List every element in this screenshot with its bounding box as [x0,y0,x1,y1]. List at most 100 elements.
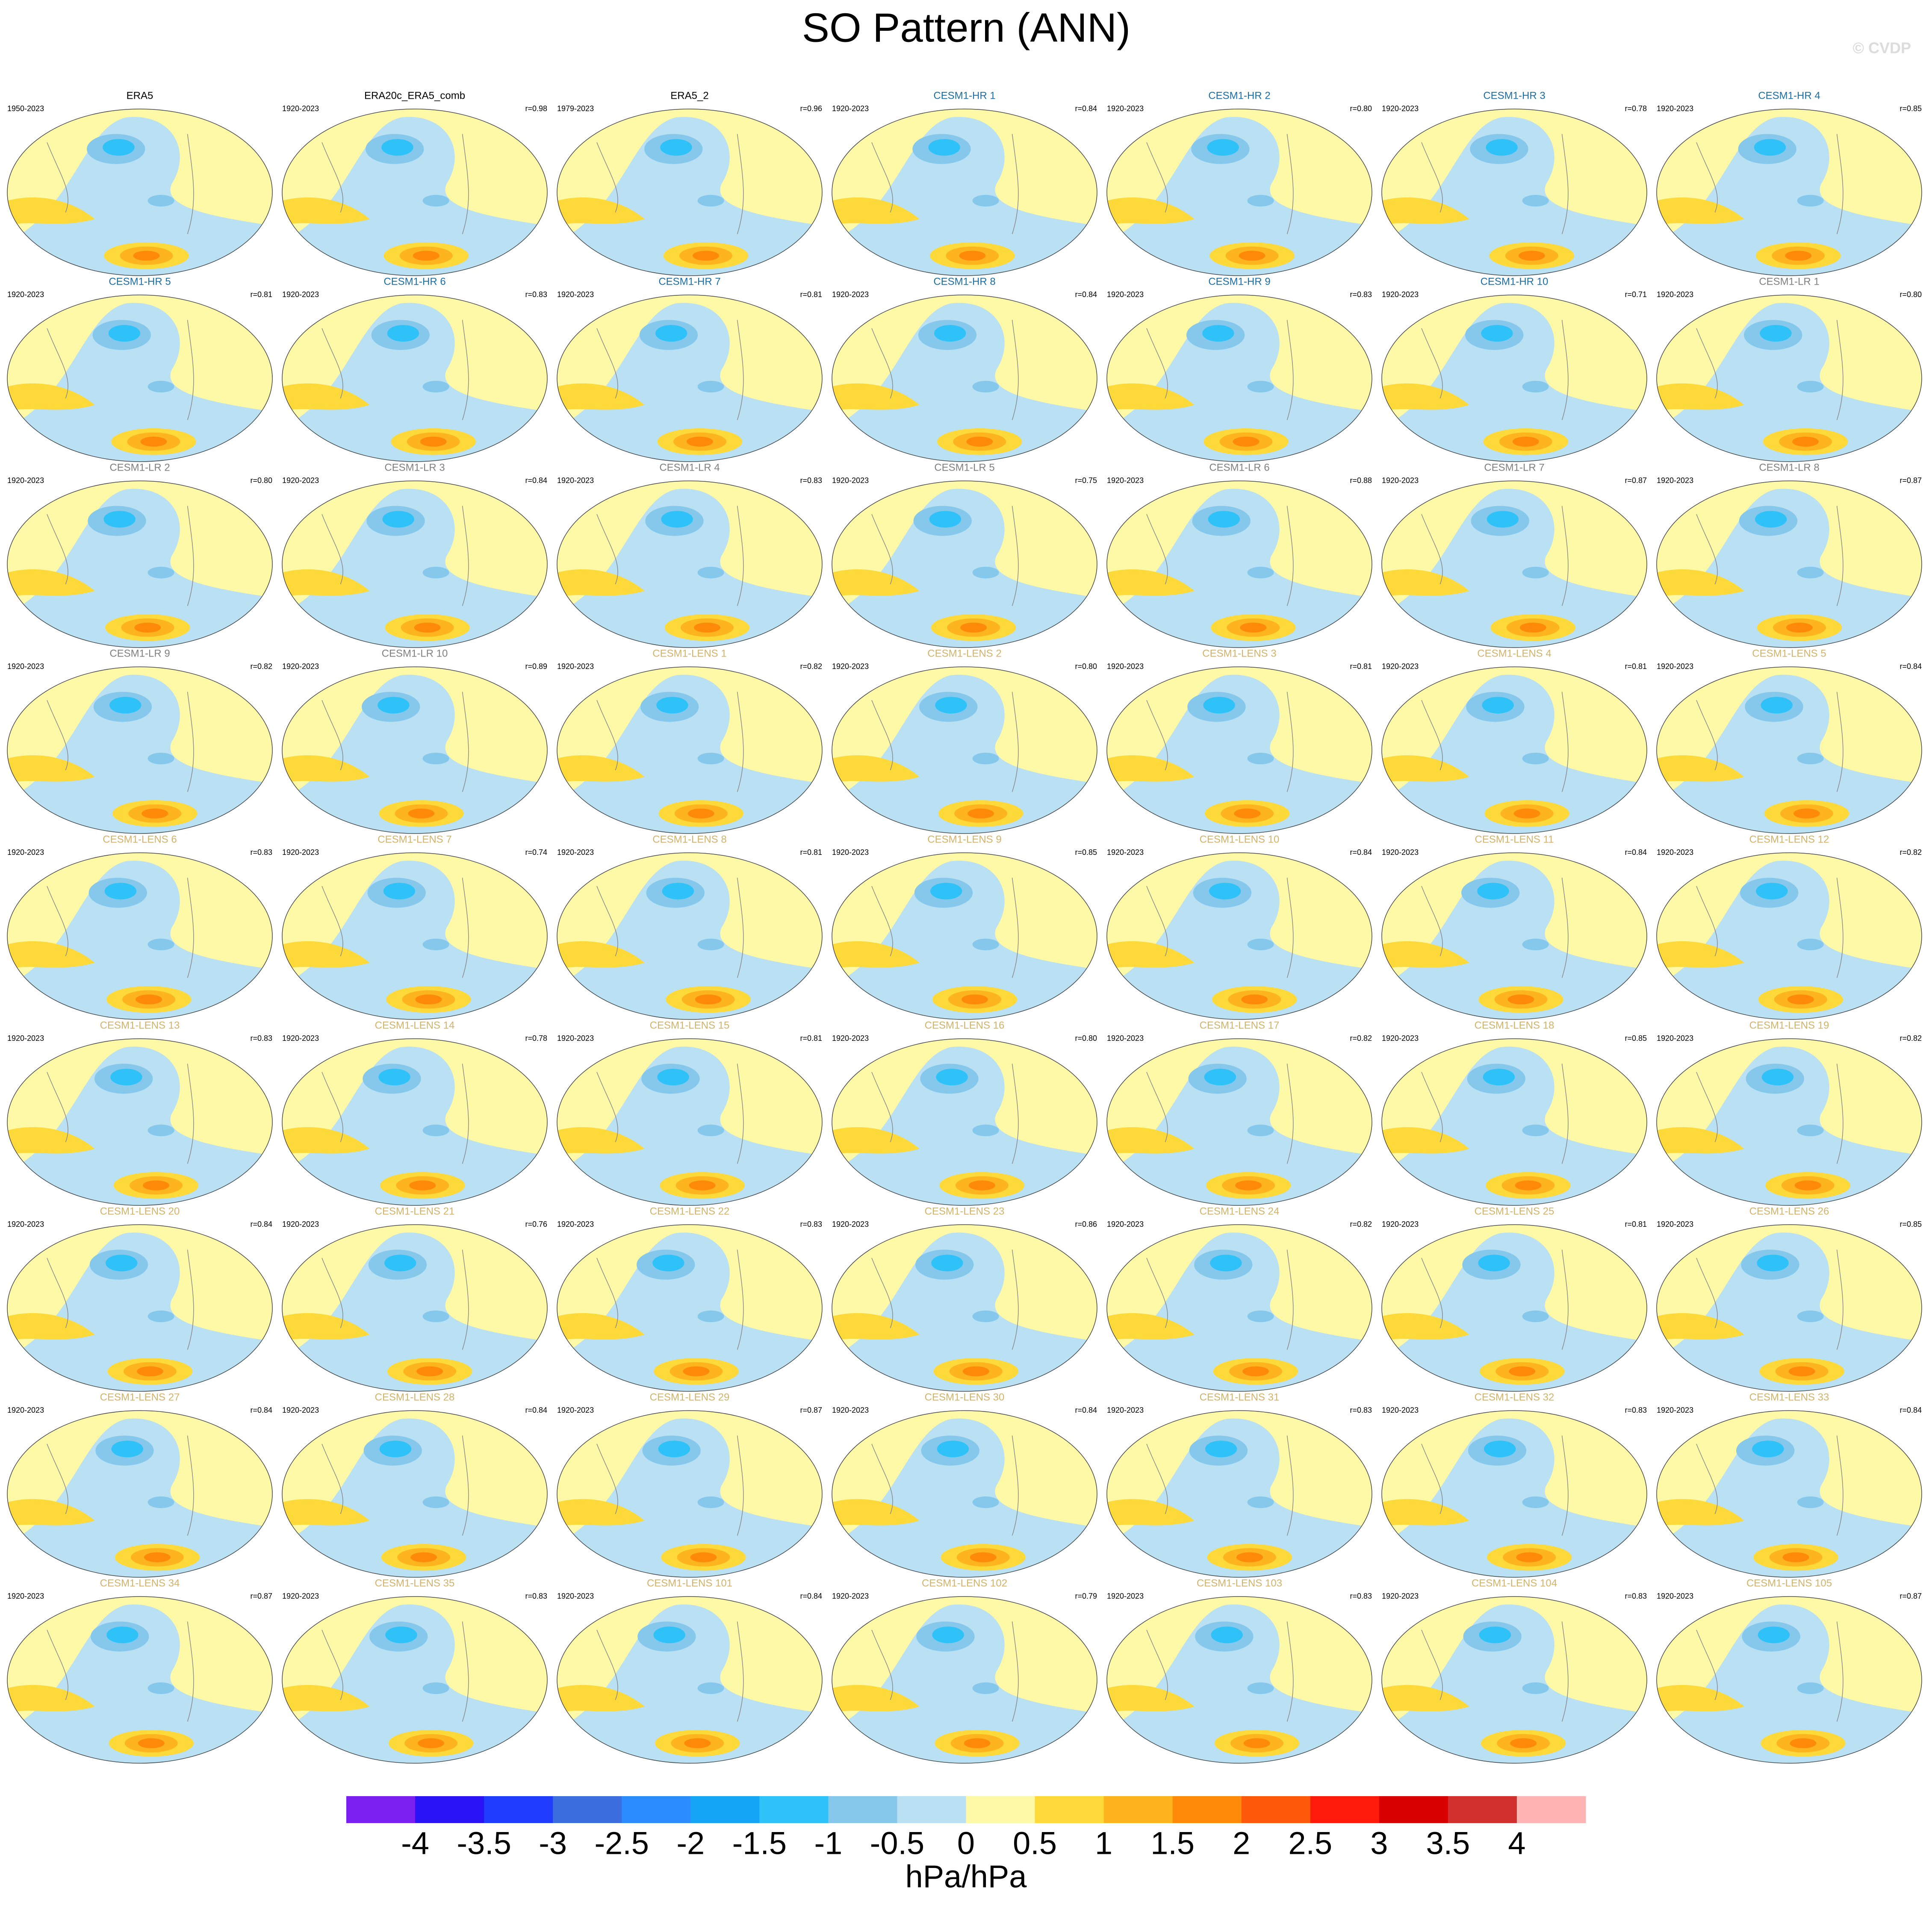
panel-correlation: r=0.84 [1075,1406,1097,1414]
map-panel: CESM1-LENS 30 1920-2023 r=0.84 [832,1391,1097,1578]
panel-title: CESM1-LENS 31 [1200,1391,1280,1403]
map-outline [557,852,823,1020]
map-field [282,853,547,1019]
map-outline [557,666,823,834]
panel-correlation: r=0.81 [1625,1220,1647,1228]
map-panel: CESM1-LR 8 1920-2023 r=0.87 [1656,462,1922,648]
map-field [832,667,1097,834]
map-panel: ERA20c_ERA5_comb 1920-2023 r=0.98 [282,90,548,276]
panel-title: CESM1-HR 7 [658,276,720,287]
panel-years: 1920-2023 [282,1406,319,1414]
panel-years: 1920-2023 [557,1220,594,1228]
panel-years: 1920-2023 [1657,1034,1693,1043]
map-field [282,667,547,834]
panel-correlation: r=0.78 [525,1034,547,1043]
map-outline [1106,109,1372,276]
map-field [1657,295,1922,462]
panel-years: 1920-2023 [7,476,44,485]
panel-title: CESM1-LENS 28 [375,1391,455,1403]
panel-years: 1920-2023 [557,1406,594,1414]
map-field [1107,481,1372,648]
map-outline [1106,852,1372,1020]
map-outline [282,109,548,276]
map-panel: CESM1-LENS 19 1920-2023 r=0.82 [1656,1019,1922,1206]
map-outline [282,852,548,1020]
panel-correlation: r=0.83 [250,848,272,857]
colorbar-swatch [415,1796,484,1823]
map-field [557,853,822,1019]
panel-years: 1920-2023 [1382,104,1419,113]
colorbar-tick-label: 1 [1095,1826,1112,1861]
panel-correlation: r=0.84 [800,1592,822,1600]
map-outline [1381,666,1647,834]
panel-years: 1920-2023 [1382,662,1419,671]
map-field [1657,1039,1922,1205]
map-field [1107,1225,1372,1391]
panel-title: CESM1-LENS 29 [650,1391,730,1403]
map-panel: CESM1-LR 5 1920-2023 r=0.75 [832,462,1097,648]
map-panel: CESM1-LENS 25 1920-2023 r=0.81 [1381,1205,1647,1392]
panel-title: CESM1-LENS 102 [922,1577,1007,1589]
map-panel: CESM1-HR 9 1920-2023 r=0.83 [1106,276,1372,462]
panel-correlation: r=0.80 [1075,662,1097,671]
panel-years: 1920-2023 [1657,848,1693,857]
panel-years: 1920-2023 [1107,1406,1144,1414]
map-field [832,1039,1097,1205]
panel-years: 1920-2023 [1107,1592,1144,1600]
map-panel: CESM1-LENS 5 1920-2023 r=0.84 [1656,648,1922,834]
panel-title: CESM1-HR 5 [109,276,171,287]
colorbar-swatch [553,1796,622,1823]
panel-correlation: r=0.76 [525,1220,547,1228]
panel-years: 1920-2023 [557,662,594,671]
panel-title: CESM1-LENS 5 [1752,648,1826,659]
panel-correlation: r=0.84 [525,476,547,485]
panel-title: CESM1-LENS 21 [375,1205,455,1217]
colorbar-swatch [1035,1796,1104,1823]
map-field [1107,1411,1372,1577]
panel-years: 1920-2023 [832,1592,869,1600]
panel-title: CESM1-LR 1 [1759,276,1819,287]
panel-years: 1920-2023 [1107,662,1144,671]
panel-years: 1920-2023 [1657,1406,1693,1414]
map-panel: CESM1-HR 5 1920-2023 r=0.81 [7,276,273,462]
panel-correlation: r=0.81 [800,1034,822,1043]
panel-years: 1920-2023 [1107,1034,1144,1043]
panel-correlation: r=0.84 [1900,1406,1922,1414]
panel-title: CESM1-LENS 14 [375,1019,455,1031]
panel-correlation: r=0.87 [1900,476,1922,485]
panel-correlation: r=0.84 [250,1220,272,1228]
map-field [7,667,272,834]
map-outline [1381,109,1647,276]
panel-years: 1979-2023 [557,104,594,113]
panel-correlation: r=0.78 [1625,104,1647,113]
map-outline [1381,295,1647,462]
map-panel: CESM1-LENS 11 1920-2023 r=0.84 [1381,834,1647,1020]
panel-title: CESM1-LENS 15 [650,1019,730,1031]
map-panel: ERA5_2 1979-2023 r=0.96 [557,90,823,276]
panel-correlation: r=0.85 [1900,1220,1922,1228]
panel-correlation: r=0.85 [1900,104,1922,113]
map-panel: CESM1-LENS 35 1920-2023 r=0.83 [282,1577,548,1764]
panel-years: 1920-2023 [282,848,319,857]
panel-correlation: r=0.84 [525,1406,547,1414]
panel-correlation: r=0.84 [1625,848,1647,857]
map-panel: CESM1-LENS 17 1920-2023 r=0.82 [1106,1019,1372,1206]
colorbar-tick-label: -3 [539,1826,567,1861]
panel-title: CESM1-LENS 17 [1200,1019,1280,1031]
panel-correlation: r=0.82 [800,662,822,671]
map-field [1657,481,1922,648]
panel-years: 1920-2023 [557,1034,594,1043]
panel-title: CESM1-LENS 9 [927,834,1001,845]
panel-title: CESM1-LENS 6 [103,834,177,845]
map-outline [1656,666,1922,834]
panel-title: CESM1-LENS 35 [375,1577,455,1589]
map-panel: CESM1-LENS 33 1920-2023 r=0.84 [1656,1391,1922,1578]
map-panel: CESM1-LENS 21 1920-2023 r=0.76 [282,1205,548,1392]
panel-years: 1920-2023 [832,1220,869,1228]
map-panel: CESM1-LR 1 1920-2023 r=0.80 [1656,276,1922,462]
panel-years: 1920-2023 [1382,848,1419,857]
map-outline [1381,1038,1647,1206]
panel-title: CESM1-LENS 27 [100,1391,180,1403]
